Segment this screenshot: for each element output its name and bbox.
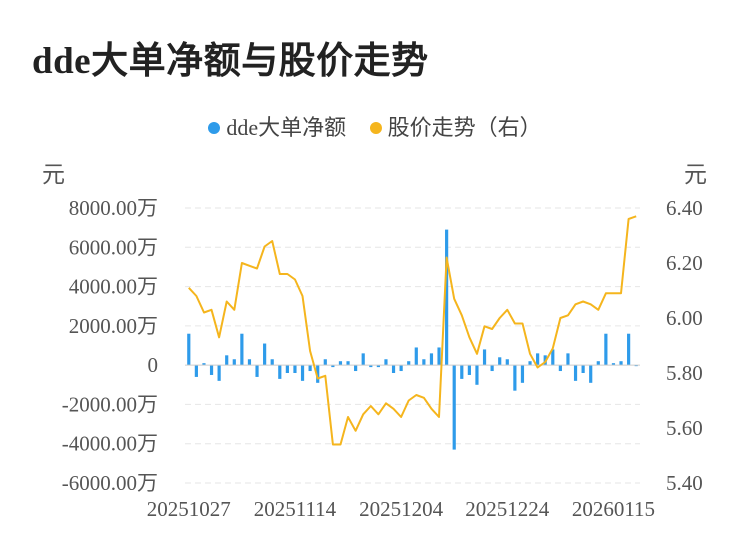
dde-bar: [346, 361, 350, 366]
dde-bar: [528, 361, 532, 366]
x-tick-label: 20251224: [465, 497, 550, 521]
right-tick-label: 6.40: [666, 196, 703, 220]
price-line: [188, 215, 637, 446]
dde-bar: [278, 365, 282, 379]
dde-bar: [604, 333, 608, 366]
dde-bar: [611, 363, 616, 366]
dde-bar: [354, 365, 358, 372]
left-axis-unit: 元: [42, 162, 65, 187]
dde-bar: [429, 353, 434, 366]
dde-bar: [513, 365, 517, 391]
dde-bar: [520, 365, 525, 383]
left-tick-label: 2000.00万: [69, 314, 158, 338]
dde-bar: [316, 365, 320, 383]
dde-bar: [217, 365, 221, 381]
right-tick-label: 6.00: [666, 306, 703, 330]
dde-bar: [475, 365, 479, 385]
chart-title: dde大单净额与股价走势: [32, 41, 429, 82]
dde-bar: [407, 361, 411, 366]
legend-dot-price: [369, 121, 382, 134]
dde-bar: [270, 359, 274, 366]
right-tick-label: 5.60: [666, 416, 703, 440]
dde-bar: [482, 349, 487, 366]
dde-bar: [187, 333, 191, 366]
dde-bar: [225, 355, 229, 366]
dde-bar: [194, 365, 198, 377]
dde-bar: [445, 229, 449, 366]
left-tick-label: -4000.00万: [62, 432, 158, 456]
left-tick-label: 4000.00万: [69, 275, 158, 299]
dde-bar: [467, 365, 471, 375]
right-tick-label: 5.80: [666, 361, 703, 385]
dde-bar: [566, 353, 570, 366]
dde-bar: [361, 353, 365, 366]
dde-bar: [323, 359, 327, 366]
dde-bar: [300, 365, 305, 381]
dde-bar: [240, 333, 244, 366]
dde-bar: [437, 347, 441, 366]
dde-bar: [551, 349, 555, 366]
right-tick-label: 5.40: [666, 471, 703, 495]
legend-label-dde: dde大单净额: [226, 115, 347, 140]
dde-bar: [255, 365, 259, 377]
dde-bar: [376, 365, 380, 368]
x-tick-label: 20251204: [359, 497, 444, 521]
dde-bar: [573, 365, 578, 381]
dde-bar: [460, 365, 464, 379]
legend: dde大单净额 股价走势（右）: [0, 110, 750, 142]
left-tick-label: 8000.00万: [69, 196, 158, 220]
dde-bar: [308, 365, 312, 372]
legend-label-price: 股价走势（右）: [387, 115, 542, 140]
legend-item-dde[interactable]: dde大单净额: [208, 110, 346, 142]
legend-item-price[interactable]: 股价走势（右）: [369, 110, 542, 142]
dde-bar: [452, 365, 456, 450]
dde-bar: [384, 359, 388, 366]
dde-bar: [293, 365, 297, 373]
dde-bar: [505, 359, 509, 366]
dde-bar: [589, 365, 593, 383]
left-tick-label: 0: [148, 353, 159, 377]
dde-bar: [498, 357, 502, 366]
dde-bar: [263, 343, 267, 366]
legend-dot-dde: [208, 121, 221, 134]
right-tick-label: 6.20: [666, 251, 703, 275]
dde-bar: [490, 365, 494, 372]
dde-bar: [422, 359, 426, 366]
dde-bar: [209, 365, 214, 375]
dde-bar: [331, 365, 335, 368]
dde-bar: [202, 363, 206, 366]
dde-bar: [619, 361, 623, 366]
x-tick-label: 20251027: [147, 497, 231, 521]
dde-bar: [536, 353, 540, 366]
dde-bar: [285, 365, 289, 373]
dde-bar: [414, 347, 418, 366]
dde-bar: [338, 361, 343, 366]
dde-bar: [247, 359, 252, 366]
x-tick-label: 20260115: [572, 497, 655, 521]
dde-bar: [369, 365, 373, 368]
left-tick-label: 6000.00万: [69, 235, 158, 259]
dde-bar: [232, 359, 236, 366]
dde-bar: [399, 365, 403, 372]
dde-bar: [596, 361, 600, 366]
left-tick-label: -6000.00万: [62, 471, 158, 495]
left-tick-label: -2000.00万: [62, 392, 158, 416]
right-axis-unit: 元: [684, 162, 707, 187]
x-tick-label: 20251114: [254, 497, 337, 521]
dde-bar: [391, 365, 396, 373]
dde-bar: [627, 333, 631, 366]
dde-bar: [558, 365, 562, 372]
dde-bar: [581, 365, 585, 373]
